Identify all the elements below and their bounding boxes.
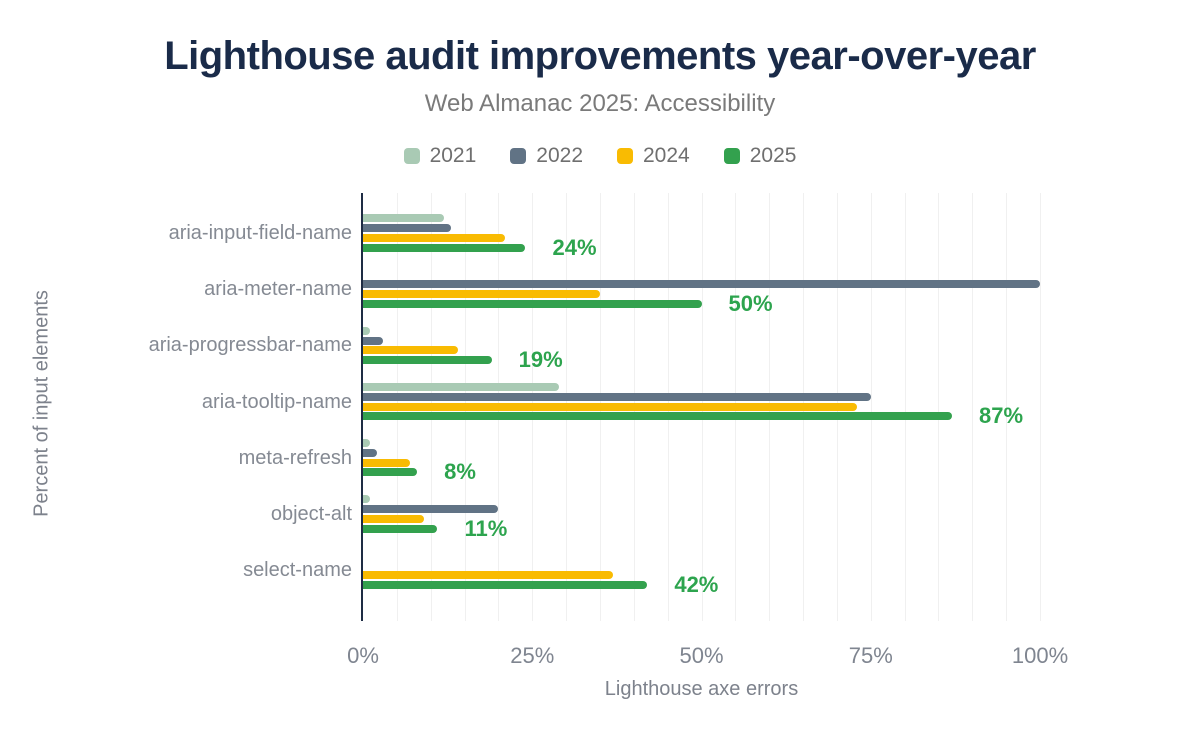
y-axis-line — [361, 193, 363, 621]
value-label-aria-tooltip-name: 87% — [978, 403, 1024, 429]
y-axis-title: Percent of input elements — [30, 290, 53, 517]
bar-2025-meta-refresh[interactable] — [363, 468, 418, 477]
x-axis-title: Lighthouse axe errors — [604, 678, 799, 700]
bar-2022-object-alt[interactable] — [363, 505, 499, 514]
category-label-aria-tooltip-name: aria-tooltip-name — [201, 390, 352, 413]
legend-swatch-2022 — [510, 148, 527, 164]
value-label-aria-progressbar-name: 19% — [518, 347, 563, 372]
legend-item-2021[interactable]: 2021 — [403, 144, 477, 168]
legend-swatch-2021 — [403, 148, 420, 164]
category-label-object-alt: object-alt — [270, 503, 352, 525]
bar-2025-aria-progressbar-name[interactable] — [363, 356, 492, 364]
value-label-object-alt: 11% — [464, 515, 508, 541]
bar-2021-aria-input-field-name[interactable] — [363, 214, 445, 223]
x-tick-label-0%: 0% — [347, 643, 379, 668]
x-tick-label-75%: 75% — [848, 643, 893, 668]
bar-2022-aria-meter-name[interactable] — [363, 280, 1040, 289]
category-label-meta-refresh: meta-refresh — [238, 446, 352, 469]
category-label-aria-progressbar-name: aria-progressbar-name — [148, 334, 352, 357]
value-label-select-name: 42% — [674, 571, 719, 597]
value-label-meta-refresh: 8% — [444, 459, 476, 485]
chart-subtitle: Web Almanac 2025: Accessibility — [424, 90, 776, 117]
legend-item-2025[interactable]: 2025 — [723, 144, 797, 168]
bar-2024-object-alt[interactable] — [363, 514, 424, 523]
bar-2025-aria-meter-name[interactable] — [363, 299, 702, 308]
x-tick-label-100%: 100% — [1011, 643, 1069, 668]
value-label-aria-input-field-name: 24% — [552, 234, 597, 260]
bar-2021-aria-progressbar-name[interactable] — [363, 326, 370, 335]
legend-label-2022: 2022 — [536, 144, 583, 167]
legend-item-2022[interactable]: 2022 — [510, 144, 583, 168]
bar-2025-object-alt[interactable] — [363, 524, 438, 533]
legend-label-2024: 2024 — [643, 144, 690, 167]
bar-2021-aria-tooltip-name[interactable] — [363, 383, 560, 391]
legend-swatch-2025 — [723, 148, 740, 164]
bar-2025-aria-tooltip-name[interactable] — [363, 412, 952, 421]
bar-2024-meta-refresh[interactable] — [363, 458, 411, 467]
chart-title: Lighthouse audit improvements year-over-… — [164, 34, 1036, 78]
gridline-90pct — [972, 193, 974, 621]
category-label-aria-input-field-name: aria-input-field-name — [168, 222, 352, 244]
category-label-aria-meter-name: aria-meter-name — [204, 278, 352, 301]
bar-2025-aria-input-field-name[interactable] — [363, 243, 526, 252]
bar-2021-meta-refresh[interactable] — [363, 439, 370, 448]
bar-2022-meta-refresh[interactable] — [363, 448, 377, 457]
legend-label-2021: 2021 — [429, 144, 477, 167]
bar-2024-aria-input-field-name[interactable] — [363, 233, 506, 242]
legend-item-2024[interactable]: 2024 — [617, 144, 690, 168]
bar-2024-select-name[interactable] — [363, 571, 614, 580]
value-label-aria-meter-name: 50% — [728, 290, 773, 316]
bar-2025-select-name[interactable] — [363, 580, 648, 589]
legend: 2021 2022 2024 2025 — [0, 142, 1200, 170]
bar-2022-aria-tooltip-name[interactable] — [363, 392, 871, 401]
legend-swatch-2024 — [617, 148, 633, 164]
x-tick-label-25%: 25% — [510, 643, 555, 668]
category-label-select-name: select-name — [243, 559, 352, 582]
bar-2024-aria-tooltip-name[interactable] — [363, 402, 858, 411]
gridline-75pct — [870, 193, 872, 621]
bar-2022-aria-progressbar-name[interactable] — [363, 336, 384, 345]
gridline-80pct — [904, 193, 906, 621]
legend-label-2025: 2025 — [749, 144, 797, 167]
bar-2024-aria-progressbar-name[interactable] — [363, 346, 458, 355]
gridline-85pct — [938, 193, 940, 621]
x-tick-label-50%: 50% — [679, 643, 724, 668]
bar-2022-aria-input-field-name[interactable] — [363, 224, 451, 233]
gridline-100pct — [1040, 193, 1041, 621]
bar-2021-object-alt[interactable] — [363, 495, 370, 504]
bar-2024-aria-meter-name[interactable] — [363, 290, 600, 299]
gridline-95pct — [1006, 193, 1008, 621]
